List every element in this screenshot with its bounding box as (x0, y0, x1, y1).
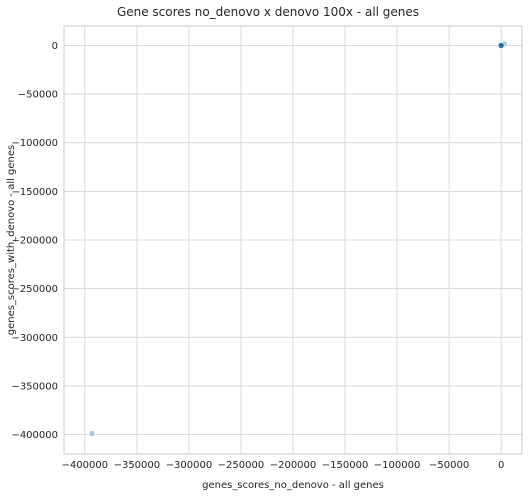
x-tick-label: −150000 (322, 460, 369, 471)
y-tick-label: −350000 (11, 381, 58, 392)
x-tick-label: −300000 (166, 460, 213, 471)
grid (64, 26, 522, 454)
x-axis-label: genes_scores_no_denovo - all genes (202, 480, 384, 491)
y-tick-label: 0 (52, 41, 58, 52)
y-tick-label: −150000 (11, 187, 58, 198)
y-tick-label: −50000 (18, 90, 58, 101)
x-tick-label: −250000 (218, 460, 265, 471)
x-tick-label: −350000 (114, 460, 161, 471)
data-point (497, 42, 505, 49)
x-tick-label: −400000 (62, 460, 109, 471)
x-tick-label: −100000 (374, 460, 421, 471)
data-points (88, 40, 508, 437)
y-tick-label: −300000 (11, 333, 58, 344)
y-tick-label: −400000 (11, 430, 58, 441)
y-tick-label: −250000 (11, 284, 58, 295)
y-axis-ticks: 0 −50000 −100000 −150000 −200000 −250000 −3000… (11, 41, 58, 441)
plot-frame (63, 25, 523, 455)
y-axis-label: genes_scores_with_denovo - all genes (6, 145, 17, 336)
data-point (88, 430, 96, 437)
x-tick-label: 0 (498, 460, 504, 471)
x-tick-label: −50000 (429, 460, 469, 471)
x-axis-ticks: −400000 −350000 −300000 −250000 −200000 −1500… (62, 460, 505, 471)
y-tick-label: −100000 (11, 138, 58, 149)
x-tick-label: −200000 (270, 460, 317, 471)
y-tick-label: −200000 (11, 236, 58, 247)
chart-title: Gene scores no_denovo x denovo 100x - al… (117, 5, 419, 19)
